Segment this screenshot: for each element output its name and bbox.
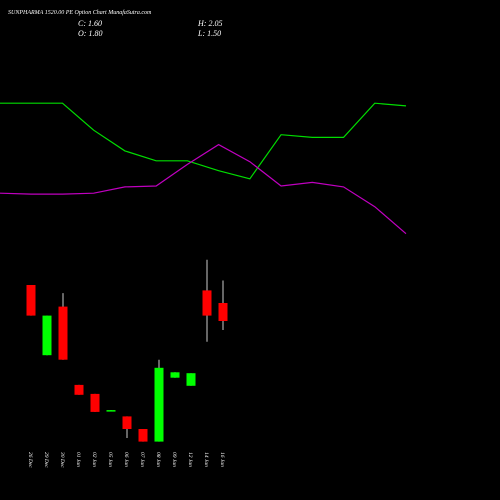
x-tick-label: 30 Dec bbox=[59, 451, 65, 468]
candle-body bbox=[74, 384, 84, 395]
candle-body bbox=[138, 429, 148, 442]
x-tick-label: 05 Jan bbox=[107, 452, 113, 467]
x-tick-label: 14 Jan bbox=[203, 452, 210, 467]
candle-body bbox=[58, 306, 68, 360]
indicator-line bbox=[0, 102, 407, 180]
x-tick-label: 26 Dec bbox=[27, 452, 33, 468]
candle-body bbox=[90, 393, 100, 412]
candle-body bbox=[218, 303, 228, 321]
candle-body bbox=[154, 367, 164, 442]
header-label: O: 1.80 bbox=[78, 29, 102, 38]
x-tick-label: 06 Jan bbox=[123, 452, 129, 467]
candle-body bbox=[42, 315, 52, 356]
chart-title: SUNPHARMA 1520.00 PE Option Chart Munafa… bbox=[8, 9, 152, 16]
x-tick-label: 09 Jan bbox=[171, 452, 177, 467]
x-tick-label: 08 Jan bbox=[155, 452, 161, 467]
x-tick-label: 16 Jan bbox=[219, 452, 225, 467]
x-tick-label: 02 Jan bbox=[91, 452, 97, 467]
candle-body bbox=[122, 416, 132, 429]
candle-body bbox=[186, 373, 196, 386]
candle-body bbox=[170, 372, 180, 378]
header-label: H: 2.05 bbox=[197, 19, 222, 28]
x-tick-label: 29 Dec bbox=[43, 452, 49, 468]
candle-body bbox=[202, 290, 212, 316]
header-label: L: 1.50 bbox=[197, 29, 221, 38]
x-tick-label: 12 Jan bbox=[187, 452, 193, 467]
candle-body bbox=[26, 285, 36, 316]
indicator-line bbox=[0, 143, 407, 235]
x-tick-label: 07 Jan bbox=[139, 452, 145, 467]
x-tick-label: 01 Jan bbox=[75, 452, 81, 467]
header-label: C: 1.60 bbox=[78, 19, 102, 28]
candle-body bbox=[106, 410, 116, 412]
